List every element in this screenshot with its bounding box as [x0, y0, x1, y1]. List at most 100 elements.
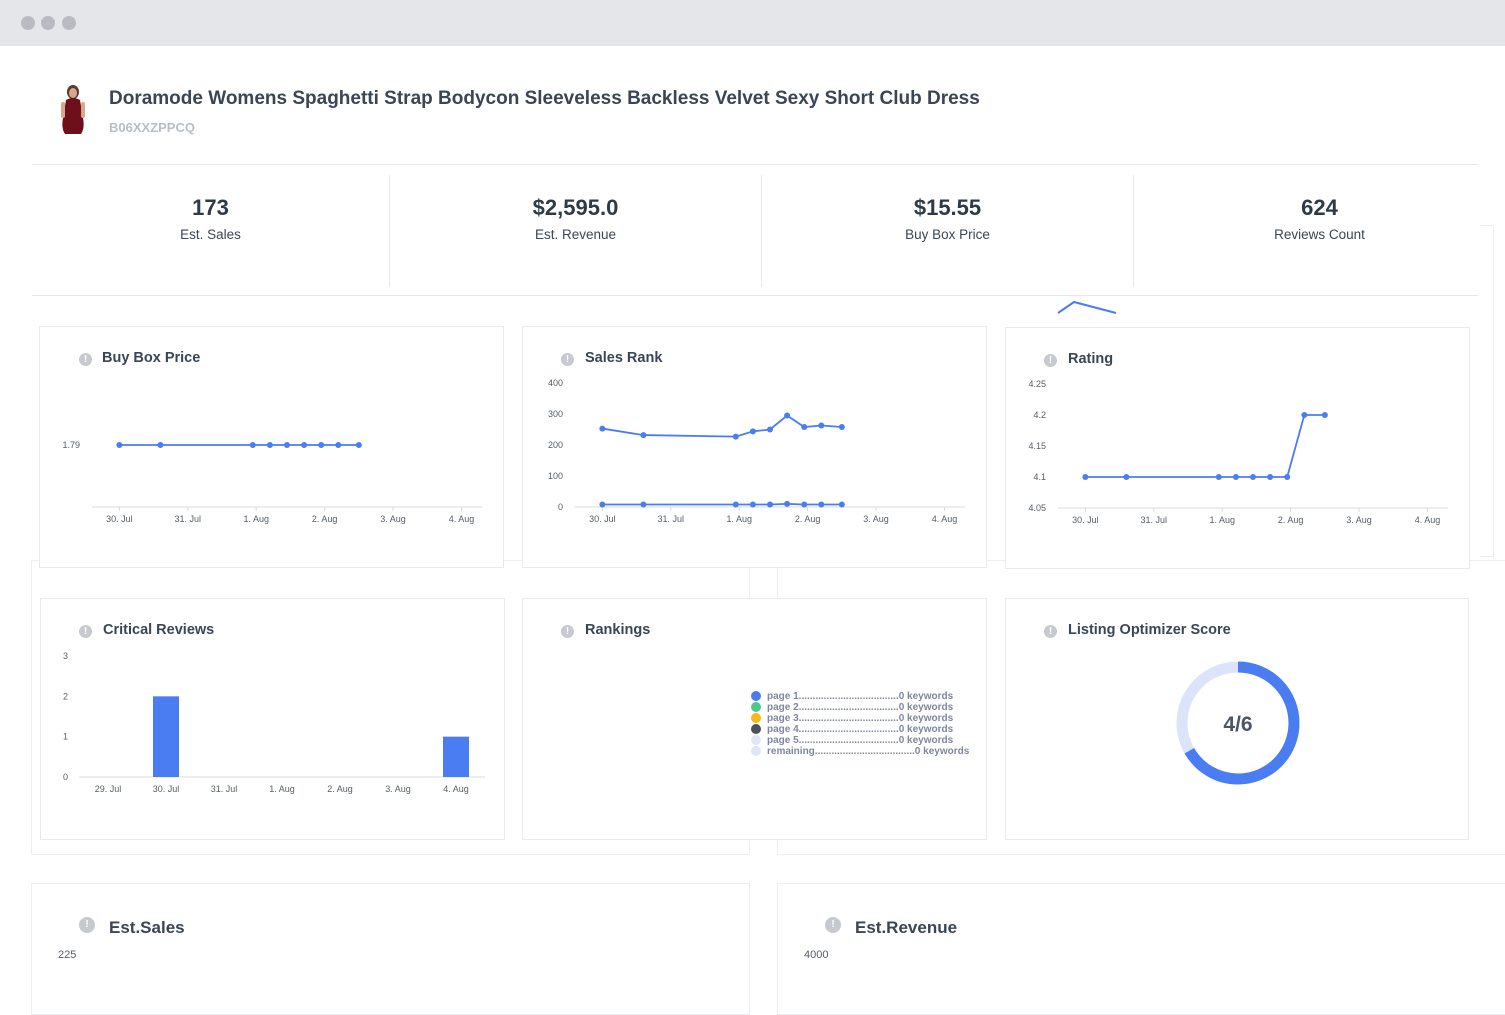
critical-reviews-chart: 0 1 2 3 29. Jul 30. Jul 31. Jul 1. Aug 2. Aug 3. … — [63, 651, 485, 794]
bar — [153, 696, 179, 777]
x-tick-label: 1. Aug — [269, 784, 295, 794]
data-point — [1301, 412, 1308, 418]
listing-optimizer-card: ! Listing Optimizer Score 4/6 — [1005, 598, 1469, 840]
rating-card: ! Rating 30. Jul 31. Jul 1. Aug 2. Aug 3. Au… — [1005, 327, 1470, 569]
window-titlebar — [0, 0, 1505, 46]
sales-rank-chart: 30. Jul 31. Jul 1. Aug 2. Aug 3. Aug 4. Aug 0 1… — [548, 378, 965, 524]
data-point — [732, 433, 739, 440]
legend-dot — [751, 691, 761, 702]
x-tick-label: 2. Aug — [795, 514, 821, 524]
data-point — [838, 424, 845, 431]
data-point — [1215, 474, 1222, 480]
buy-box-price-card: ! Buy Box Price 30. Jul 31. Jul 1. Aug 2. A… — [39, 326, 504, 568]
legend-dot — [751, 735, 761, 746]
x-tick-label: 31. Jul — [1141, 515, 1168, 525]
data-point — [767, 426, 773, 433]
y-tick-label: 100 — [548, 471, 563, 481]
x-tick-label: 1. Aug — [1209, 515, 1235, 525]
legend-label: page 3..................................… — [767, 713, 954, 724]
stat-reviews-count: 624 Reviews Count — [1134, 175, 1505, 285]
info-icon[interactable]: ! — [79, 917, 95, 933]
x-tick-label: 3. Aug — [380, 514, 406, 524]
data-point — [355, 442, 362, 448]
y-tick-label: 4.2 — [1033, 410, 1046, 420]
data-point — [301, 442, 308, 448]
product-thumbnail — [61, 85, 85, 134]
est-revenue-panel: ! Est.Revenue 4000 — [777, 883, 1505, 1015]
data-point — [784, 500, 791, 507]
info-icon[interactable]: ! — [1044, 354, 1057, 367]
x-tick-label: 31. Jul — [658, 514, 685, 524]
legend-item-page-2: page 2..................................… — [751, 702, 953, 713]
y-tick-label: 225 — [58, 949, 77, 961]
info-icon[interactable]: ! — [561, 625, 574, 638]
rankings-card: ! Rankings page 1.......................… — [522, 598, 987, 840]
data-point — [266, 442, 273, 448]
y-tick-label: 400 — [548, 378, 563, 388]
data-point — [640, 432, 647, 439]
x-tick-label: 30. Jul — [589, 514, 616, 524]
legend-item-page-4: page 4..................................… — [751, 724, 953, 735]
panel-title: Est.Sales — [109, 918, 185, 937]
rankings-legend: page 1..................................… — [751, 691, 981, 761]
info-icon[interactable]: ! — [79, 625, 92, 638]
x-tick-label: 31. Jul — [175, 514, 202, 524]
buy-box-price-chart: 30. Jul 31. Jul 1. Aug 2. Aug 3. Aug 4. Aug 1.… — [62, 440, 482, 524]
data-point — [818, 501, 825, 508]
data-point — [784, 412, 791, 419]
data-point — [767, 501, 773, 508]
series-line — [1085, 414, 1325, 478]
info-icon[interactable]: ! — [1044, 625, 1057, 638]
y-tick-label: 300 — [548, 409, 563, 419]
info-icon[interactable]: ! — [79, 353, 92, 366]
data-point — [640, 501, 647, 508]
y-tick-label: 1 — [63, 732, 68, 742]
card-title: Rankings — [585, 622, 651, 638]
x-tick-label: 3. Aug — [1346, 515, 1372, 525]
data-point — [749, 428, 756, 435]
data-point — [335, 442, 342, 448]
x-tick-label: 29. Jul — [95, 784, 122, 794]
stat-label: Est. Sales — [180, 227, 241, 242]
rating-chart: 30. Jul 31. Jul 1. Aug 2. Aug 3. Aug 4. Aug 4.… — [1028, 379, 1448, 525]
bar — [443, 736, 469, 777]
legend-label: page 1..................................… — [767, 691, 954, 702]
y-tick-label: 4000 — [804, 949, 829, 961]
stat-divider — [1133, 175, 1134, 287]
card-title: Sales Rank — [585, 350, 663, 366]
info-icon[interactable]: ! — [825, 917, 841, 933]
legend-dot — [751, 713, 761, 724]
window-maximize-dot[interactable] — [62, 16, 76, 30]
y-tick-label: 1.79 — [62, 440, 80, 450]
critical-reviews-card: ! Critical Reviews 0 1 2 3 29. Jul 30. Jul 31.… — [40, 598, 505, 840]
stat-divider — [389, 175, 390, 287]
info-icon[interactable]: ! — [561, 353, 574, 366]
legend-dot — [751, 746, 761, 757]
legend-label: page 5..................................… — [767, 735, 954, 746]
stat-value: $2,595.0 — [532, 195, 619, 220]
stat-est-revenue: $2,595.0 Est. Revenue — [390, 175, 761, 285]
score-value: 4/6 — [1223, 713, 1252, 736]
legend-item-page-5: page 5..................................… — [751, 735, 953, 746]
legend-label: page 4..................................… — [767, 724, 954, 735]
card-title: Critical Reviews — [103, 622, 215, 638]
y-tick-label: 3 — [63, 651, 68, 661]
y-tick-label: 200 — [548, 440, 563, 450]
score-donut-arc — [1176, 661, 1300, 785]
legend-item-page-1: page 1..................................… — [751, 691, 953, 702]
stat-value: 173 — [192, 195, 229, 220]
card-title: Rating — [1068, 351, 1114, 367]
data-point — [1082, 474, 1089, 480]
data-point — [1267, 474, 1274, 480]
window-close-dot[interactable] — [21, 16, 35, 30]
legend-label: page 2..................................… — [767, 702, 954, 713]
panel-title: Est.Revenue — [855, 918, 958, 937]
x-tick-label: 4. Aug — [443, 784, 469, 794]
background-panel — [1480, 225, 1494, 557]
y-tick-label: 4.25 — [1028, 379, 1046, 389]
data-point — [732, 501, 739, 508]
x-tick-label: 2. Aug — [327, 784, 353, 794]
window-minimize-dot[interactable] — [41, 16, 55, 30]
legend-item-page-3: page 3..................................… — [751, 713, 953, 724]
data-point — [818, 422, 825, 429]
